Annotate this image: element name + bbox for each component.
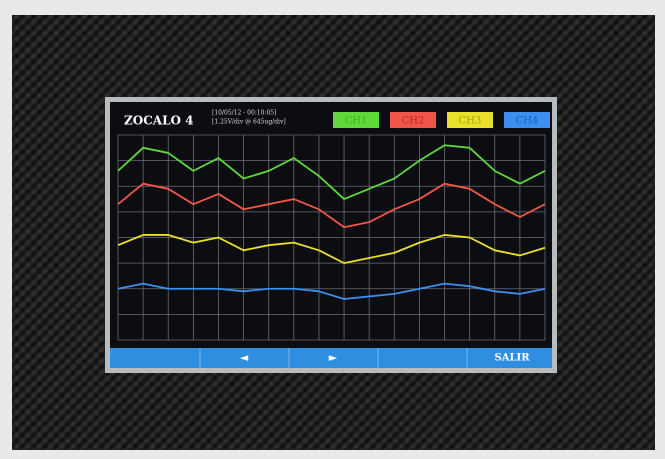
channel-label[interactable]: CH2 <box>402 116 425 127</box>
channel-label[interactable]: CH3 <box>459 116 482 127</box>
screen-bg <box>110 102 552 368</box>
channel-label[interactable]: CH1 <box>345 116 368 127</box>
info-line: [10/05/12 - 00:10:05] <box>212 110 276 117</box>
next-button[interactable]: ► <box>329 351 338 364</box>
page: ZOCALO 4 [10/05/12 - 00:10:05] [1.25V/di… <box>0 0 665 459</box>
channel-label[interactable]: CH4 <box>516 116 539 127</box>
prev-button[interactable]: ◄ <box>240 351 249 364</box>
title: ZOCALO 4 <box>124 114 194 128</box>
exit-button[interactable]: SALIR <box>495 353 531 364</box>
screen: ZOCALO 4 [10/05/12 - 00:10:05] [1.25V/di… <box>0 0 665 459</box>
info-line: [1.25V/div @ 645ug/div] <box>212 119 286 126</box>
